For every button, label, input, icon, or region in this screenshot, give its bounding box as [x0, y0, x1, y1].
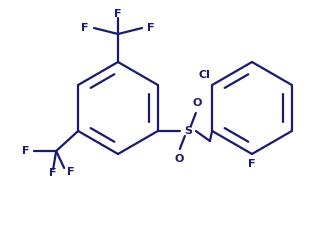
Text: F: F	[114, 9, 122, 19]
Text: F: F	[49, 168, 57, 178]
Text: Cl: Cl	[198, 70, 210, 80]
Text: F: F	[147, 23, 155, 33]
Text: F: F	[248, 159, 256, 169]
Text: F: F	[22, 146, 29, 156]
Text: S: S	[184, 126, 192, 136]
Text: O: O	[192, 98, 202, 108]
Text: F: F	[67, 167, 75, 177]
Text: F: F	[81, 23, 89, 33]
Text: O: O	[174, 154, 184, 164]
